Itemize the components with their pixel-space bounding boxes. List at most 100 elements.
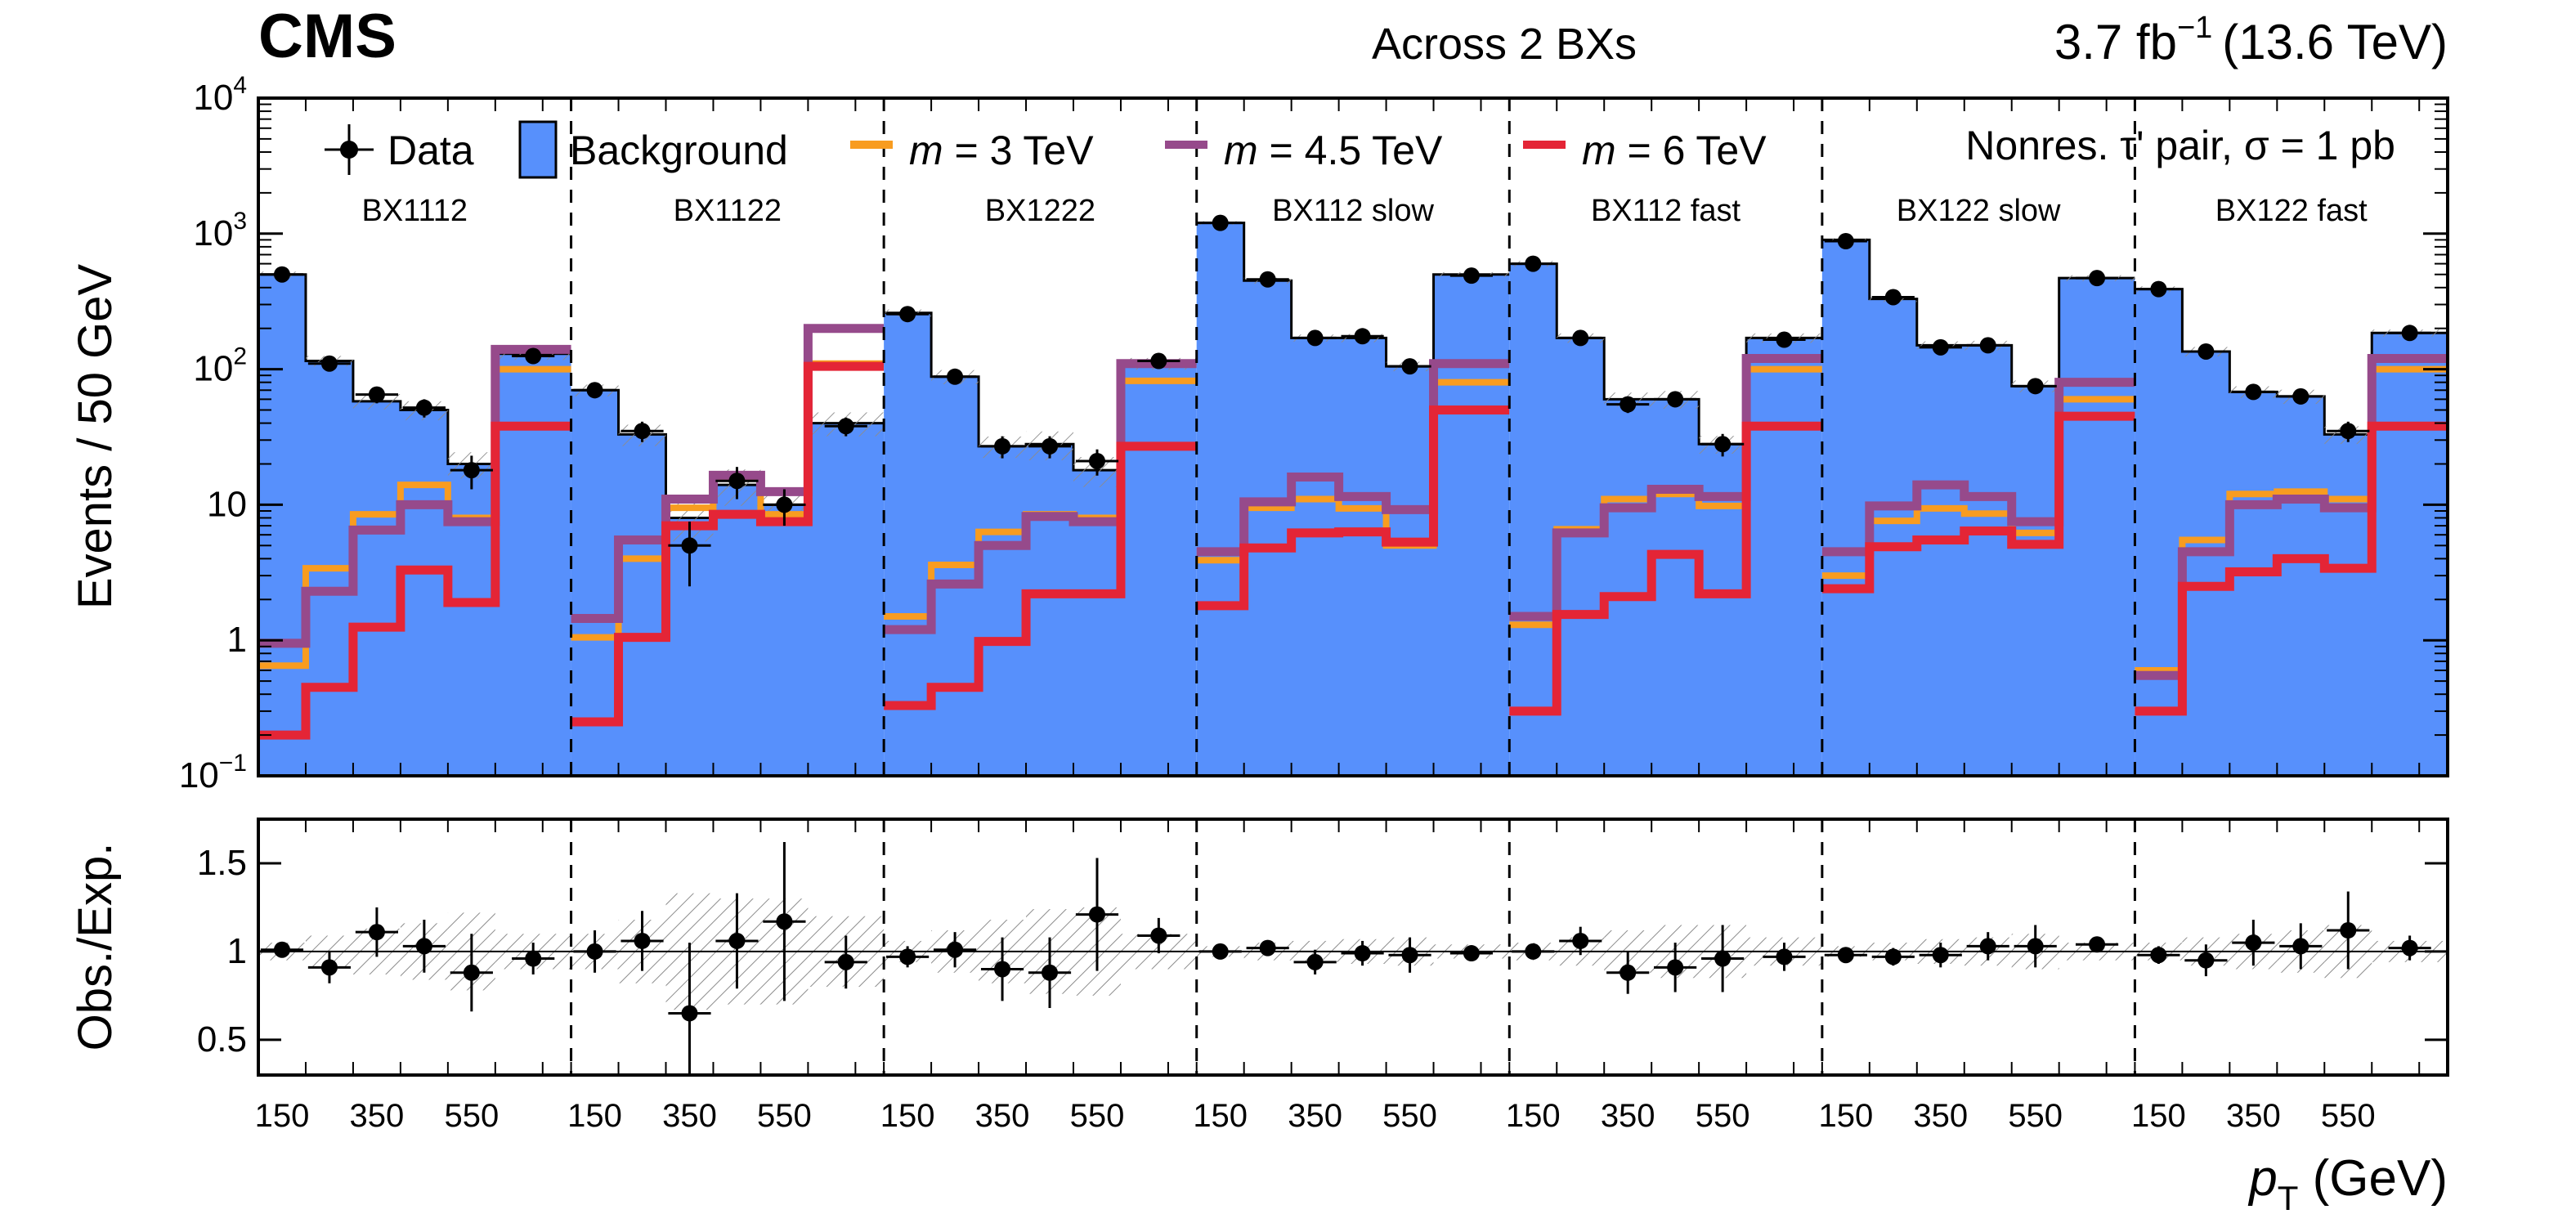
lumi-label: 3.7 fb−1 (13.6 TeV) [2054,11,2448,69]
data-point-0-3 [415,399,432,416]
y-tick-label-5: 10−1 [179,750,247,795]
legend-m6-m: m [1582,128,1616,173]
ratio-plot-area [258,842,2448,1075]
y-axis-title: Events / 50 GeV [69,264,122,610]
x-tick-label-2-1: 350 [975,1098,1030,1134]
data-point-0-5 [525,347,542,365]
data-point-5-5 [2089,270,2106,287]
data-point-4-2 [1620,396,1637,413]
signal-annotation: Nonres. τ' pair, σ = 1 pb [1965,123,2395,168]
y-tick-label-4: 1 [227,620,247,660]
ratio-point-5-4 [2027,938,2044,955]
x-tick-label-6-2: 550 [2321,1098,2376,1134]
ratio-point-1-5 [837,953,854,970]
data-point-0-2 [368,386,385,403]
y-tick-label-2: 102 [193,343,247,389]
ratio-point-5-1 [1884,948,1902,965]
background-fill-1 [571,390,885,776]
legend-background-swatch [518,120,558,179]
ratio-point-5-5 [2089,936,2106,953]
region-label-0: BX1112 [361,194,468,228]
ratio-point-0-3 [415,938,432,955]
x-axis-title-p: p [2247,1150,2277,1207]
lumi-value: 3.7 fb [2054,15,2177,69]
data-point-5-0 [1837,233,1854,250]
ratio-point-1-4 [776,913,793,930]
legend: Data Background m = 3 TeV m = 4.5 TeV m = 6 … [325,120,2395,179]
region-label-5: BX122 slow [1897,194,2061,228]
ratio-point-0-0 [273,941,290,958]
ratio-point-0-1 [320,959,338,976]
ratio-panel: 150 350 550 150 350 550 150 350 550 150 350 550 150 3… [197,818,2449,1134]
data-point-6-0 [2150,280,2167,298]
legend-data-label: Data [388,128,474,173]
data-point-5-3 [1979,337,1996,354]
x-tick-label-6-0: 150 [2131,1098,2186,1134]
region-label-4: BX112 fast [1591,194,1741,228]
data-point-6-3 [2292,388,2309,405]
ratio-y-tick-label-0: 0.5 [197,1019,247,1060]
data-point-3-2 [1306,329,1324,347]
y-tick-base-5: 10 [179,755,219,795]
ratio-point-0-5 [525,950,542,967]
ratio-point-4-3 [1667,959,1684,976]
lumi-exponent: −1 [2177,11,2212,45]
y-tick-label-3: 10 [207,484,247,524]
ratio-point-2-0 [899,948,916,965]
ratio-point-6-2 [2245,934,2262,952]
ratio-point-3-2 [1306,953,1324,970]
data-point-0-0 [273,266,290,283]
region-label-6: BX122 fast [2215,194,2368,228]
x-tick-label-6-1: 350 [2226,1098,2281,1134]
region-label-1: BX1122 [674,194,782,228]
ratio-point-3-1 [1259,939,1276,956]
x-tick-label-0-2: 550 [444,1098,499,1134]
y-tick-exp-2: 2 [233,343,247,370]
ratio-point-0-4 [463,964,480,981]
y-tick-base-1: 10 [193,213,233,253]
background-fill-4 [1509,263,1822,776]
signal-m6-line-4 [1509,421,1822,716]
y-tick-label-0: 104 [193,72,247,118]
background-fill-5 [1821,240,2135,776]
data-point-4-1 [1572,329,1589,347]
data-point-3-0 [1212,214,1229,231]
legend-m45-m: m [1224,128,1258,173]
ratio-point-3-4 [1401,947,1418,964]
x-tick-label-1-0: 150 [567,1098,622,1134]
plot-subtitle: Across 2 BXs [1372,20,1637,69]
data-point-5-1 [1884,289,1902,306]
data-point-2-5 [1150,352,1167,370]
legend-m45-label: m = 4.5 TeV [1224,128,1443,173]
x-tick-label-0-0: 150 [255,1098,310,1134]
x-tick-label-1-2: 550 [757,1098,812,1134]
background-fill-0 [258,274,571,776]
ratio-frame [257,818,2449,1077]
cms-label: CMS [258,2,396,71]
data-point-4-0 [1525,255,1542,272]
region-label-2: BX1222 [985,194,1095,228]
ratio-point-6-3 [2292,938,2309,955]
x-tick-label-4-1: 350 [1601,1098,1655,1134]
data-point-1-4 [776,496,793,513]
ratio-y-axis-title: Obs./Exp. [69,843,122,1051]
ratio-point-6-0 [2150,947,2167,964]
x-axis-title-sub: T [2278,1179,2299,1217]
ratio-point-4-2 [1620,964,1637,981]
ratio-point-4-4 [1714,950,1732,967]
ratio-point-6-1 [2197,952,2215,969]
data-point-3-1 [1259,271,1276,288]
x-tick-label-1-1: 350 [662,1098,717,1134]
data-point-1-5 [837,418,854,435]
data-point-5-2 [1932,338,1949,356]
signal-m6-line-1 [571,361,885,727]
ratio-point-6-4 [2340,921,2357,939]
data-point-0-1 [320,355,338,372]
ratio-point-6-5 [2401,939,2418,956]
ratio-point-1-2 [681,1005,698,1022]
ratio-point-2-4 [1088,906,1105,923]
data-point-6-2 [2245,383,2262,401]
data-point-1-3 [728,473,746,490]
signal-m6-line-3 [1196,405,1510,611]
